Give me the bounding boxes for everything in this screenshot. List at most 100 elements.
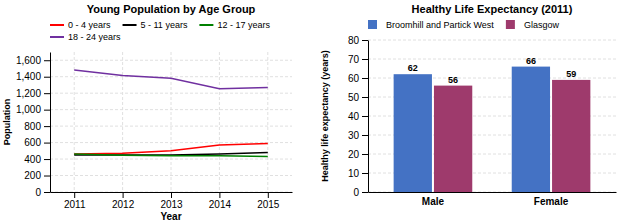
tick-label: 800 [24, 121, 41, 132]
tick-label: 0 [353, 187, 359, 198]
tick-label: 10 [348, 168, 360, 179]
legend: Broomhill and Partick West Glasgow [368, 20, 559, 30]
data-labels: 62665659 [408, 56, 576, 85]
grid-line [50, 175, 292, 176]
tick-label: 30 [348, 130, 360, 141]
panel: Healthy Life Expectancy (2011) Broomhill … [320, 3, 617, 207]
legend-swatch [368, 20, 377, 29]
tick-mark [44, 110, 50, 111]
tick-mark [171, 192, 172, 198]
axis-line [368, 41, 369, 193]
tick-label: 20 [348, 149, 360, 160]
tick: 20 [348, 149, 368, 160]
tick: 800 [24, 121, 50, 132]
bar [512, 67, 550, 192]
tick-mark [362, 59, 368, 60]
tick-label: Female [534, 196, 569, 207]
legend-item: 18 - 24 years [50, 32, 121, 42]
tick: 2011 [64, 192, 86, 210]
grid-line [219, 52, 220, 192]
tick-mark [44, 159, 50, 160]
tick-mark [123, 192, 124, 198]
x-axis: Male Female [369, 193, 617, 208]
bar [552, 80, 590, 192]
grid-line [267, 52, 268, 192]
tick-label: 60 [348, 73, 360, 84]
legend-swatch [50, 36, 64, 38]
tick-label: 200 [24, 170, 41, 181]
tick: 30 [348, 130, 368, 141]
grid-line [50, 126, 292, 127]
legend-label: 12 - 17 years [217, 20, 270, 30]
marks [394, 67, 591, 192]
grid [50, 52, 292, 192]
legend-label: 0 - 4 years [68, 20, 111, 30]
tick-mark [362, 154, 368, 155]
tick-mark [362, 173, 368, 174]
legend-label: 5 - 11 years [141, 20, 188, 30]
tick-label: 400 [24, 154, 41, 165]
tick: Male [422, 196, 445, 207]
tick: 200 [24, 170, 50, 181]
legend-swatch [506, 20, 515, 29]
tick: 1,200 [16, 88, 50, 99]
tick: 80 [348, 35, 368, 46]
legend-label: Glasgow [524, 20, 560, 30]
tick-mark [219, 192, 220, 198]
legend-swatch [50, 24, 64, 26]
panel: Young Population by Age Group 0 - 4 years… [2, 3, 293, 222]
tick-mark [362, 40, 368, 41]
tick-label: 600 [24, 137, 41, 148]
legend-item: 12 - 17 years [199, 20, 270, 30]
grid [368, 40, 616, 192]
tick-label: 40 [348, 111, 360, 122]
tick: 2012 [112, 192, 135, 210]
tick: 2014 [209, 192, 232, 210]
tick-mark [74, 192, 75, 198]
tick-label: 1,000 [16, 104, 41, 115]
grid-line [368, 59, 616, 60]
tick-label: 1,200 [16, 88, 41, 99]
tick-mark [44, 176, 50, 177]
tick-mark [362, 116, 368, 117]
grid-line [74, 52, 75, 192]
data-line [74, 154, 268, 156]
chart-root: Young Population by Age Group 0 - 4 years… [0, 0, 624, 224]
tick-label: 2013 [160, 199, 183, 210]
tick-label: 2011 [64, 199, 86, 210]
tick-label: 80 [348, 35, 360, 46]
y-axis-title: Population [2, 99, 12, 146]
tick-label: 2015 [257, 199, 280, 210]
chart-title: Healthy Life Expectancy (2011) [412, 3, 573, 15]
tick-mark [44, 93, 50, 94]
legend-item: 0 - 4 years [50, 20, 111, 30]
tick-label: 2012 [112, 199, 135, 210]
data-label: 59 [566, 69, 576, 79]
tick-mark [44, 77, 50, 78]
y-axis: 02004006008001,0001,2001,4001,600 [16, 53, 51, 198]
tick-label: Male [422, 196, 445, 207]
legend-item: Broomhill and Partick West [368, 20, 494, 30]
legend-label: 18 - 24 years [68, 32, 121, 42]
tick: 2015 [257, 192, 280, 210]
tick-mark [268, 192, 269, 198]
tick-label: 2014 [209, 199, 232, 210]
data-line [74, 143, 268, 154]
tick-label: 50 [348, 92, 360, 103]
x-axis: 2011 2012 2013 2014 2015 [51, 192, 293, 210]
data-line [74, 70, 268, 89]
chart-title: Young Population by Age Group [87, 3, 256, 15]
y-axis-title: Healthy life expectancy (years) [320, 50, 330, 182]
y-axis: 01020304050607080 [348, 35, 369, 198]
tick: Female [534, 196, 569, 207]
data-label: 62 [408, 63, 418, 73]
grid-line [122, 52, 123, 192]
tick-mark [362, 78, 368, 79]
tick-label: 1,600 [16, 55, 41, 66]
tick: 600 [24, 137, 50, 148]
tick-mark [44, 126, 50, 127]
data-label: 56 [448, 75, 458, 85]
legend-label: Broomhill and Partick West [386, 20, 494, 30]
legend-item: Glasgow [506, 20, 560, 30]
grid-line [368, 40, 616, 41]
